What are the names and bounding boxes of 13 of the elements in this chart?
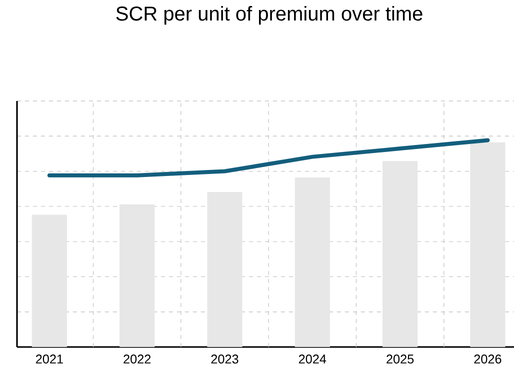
x-tick-label: 2021: [36, 354, 63, 364]
x-tick-label: 2025: [386, 354, 414, 364]
bar: [294, 177, 330, 347]
bar: [120, 204, 155, 347]
x-tick-label: 2022: [124, 354, 151, 364]
chart-title: SCR per unit of premium over time: [116, 6, 422, 25]
bar: [207, 192, 242, 347]
bar: [470, 142, 506, 347]
x-tick-label: 2026: [474, 354, 502, 364]
x-tick-label: 2024: [298, 354, 326, 364]
x-tick-label: 2023: [211, 354, 238, 364]
bar: [382, 160, 418, 347]
bar: [32, 214, 67, 347]
